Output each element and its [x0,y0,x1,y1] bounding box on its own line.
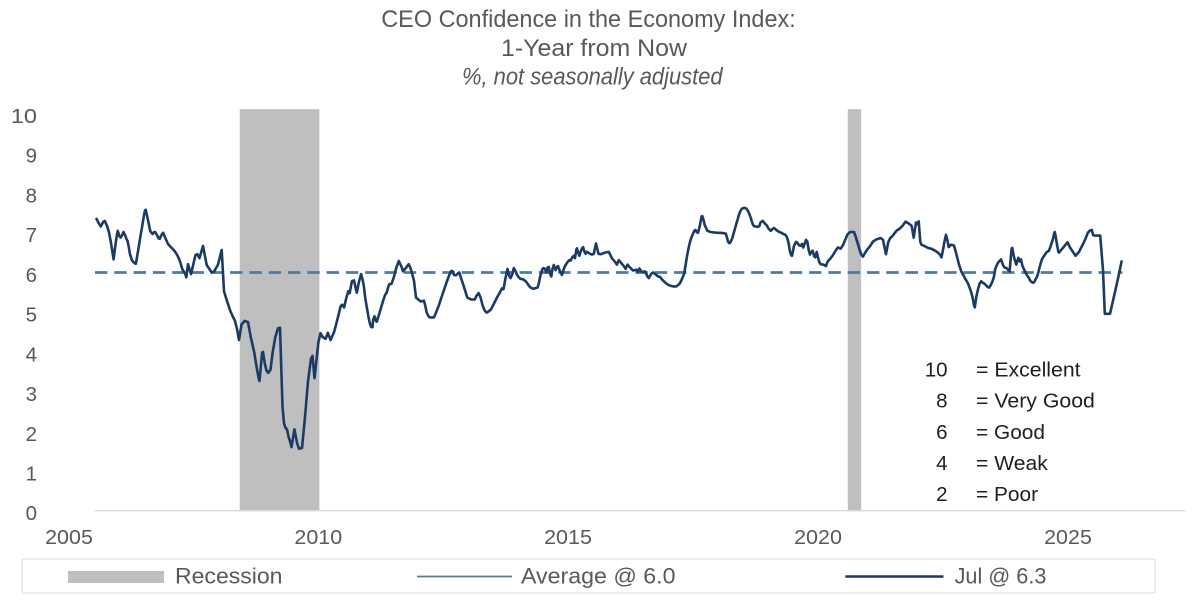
svg-text:1-Year from Now: 1-Year from Now [501,35,688,62]
svg-text:= Excellent: = Excellent [976,359,1081,382]
svg-text:0: 0 [26,502,37,525]
svg-text:3: 3 [26,383,37,406]
svg-text:2: 2 [936,483,947,506]
svg-text:= Very Good: = Very Good [976,390,1095,413]
svg-text:8: 8 [26,184,37,207]
svg-text:%, not seasonally adjusted: %, not seasonally adjusted [462,64,723,91]
svg-text:Average @ 6.0: Average @ 6.0 [521,563,676,588]
svg-text:2015: 2015 [544,526,592,549]
svg-text:7: 7 [26,224,37,247]
svg-text:6: 6 [26,264,37,287]
svg-text:2010: 2010 [294,526,342,549]
svg-text:= Good: = Good [976,421,1045,444]
svg-text:Jul @ 6.3: Jul @ 6.3 [955,563,1047,588]
svg-text:9: 9 [26,145,37,168]
svg-text:= Weak: = Weak [976,452,1049,475]
svg-text:8: 8 [936,390,947,413]
svg-text:6: 6 [936,421,947,444]
svg-text:2005: 2005 [45,526,93,549]
svg-text:4: 4 [936,452,947,475]
svg-text:2: 2 [26,423,37,446]
svg-text:2025: 2025 [1044,526,1092,549]
svg-text:Recession: Recession [175,563,283,588]
svg-text:CEO Confidence in the Economy: CEO Confidence in the Economy Index: [381,6,796,33]
svg-text:10: 10 [11,105,37,128]
svg-text:= Poor: = Poor [976,483,1038,506]
svg-text:2020: 2020 [794,526,842,549]
svg-text:5: 5 [26,304,37,327]
svg-text:10: 10 [925,359,948,382]
svg-text:4: 4 [26,343,37,366]
svg-text:1: 1 [26,463,37,486]
